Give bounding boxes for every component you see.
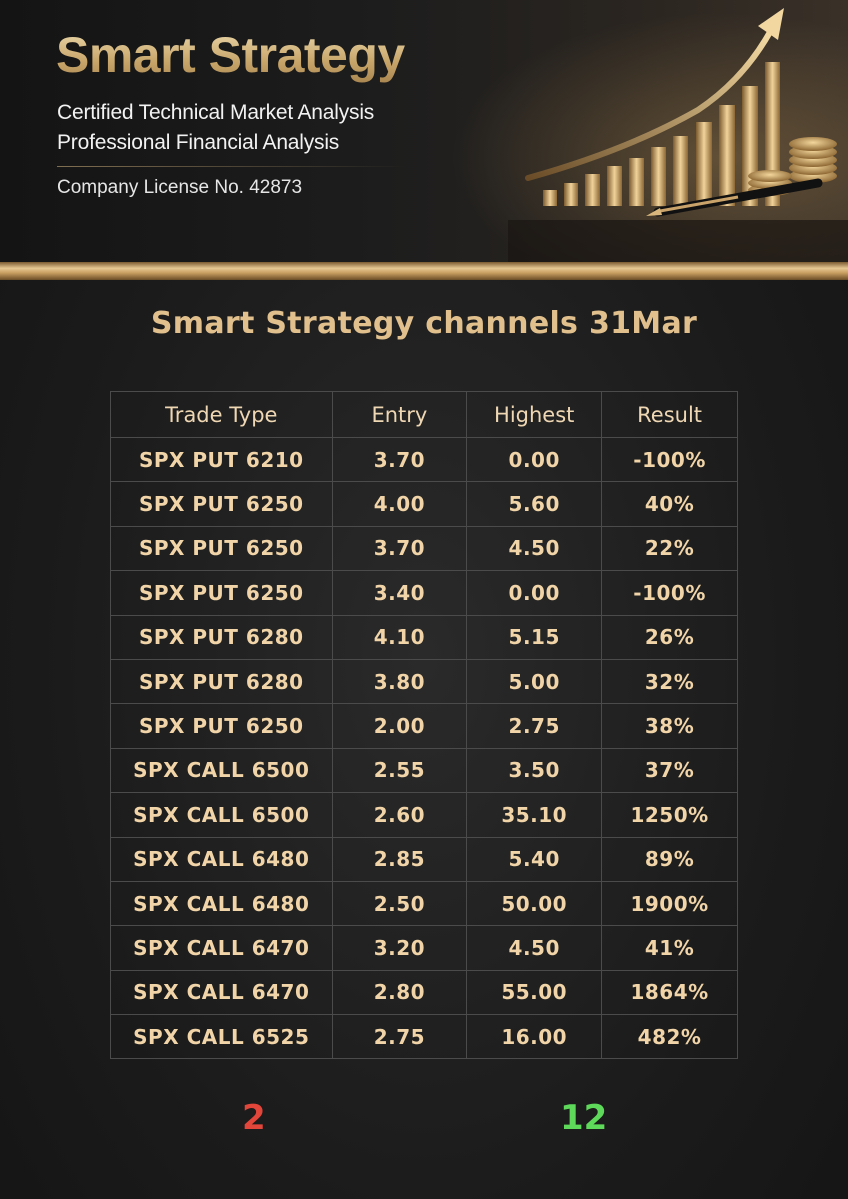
cell-trade-type: SPX CALL 6500 xyxy=(110,792,333,838)
cell-trade-type: SPX PUT 6210 xyxy=(110,436,333,483)
column-header-trade-type: Trade Type xyxy=(110,391,333,438)
cell-result: 1900% xyxy=(601,880,738,927)
cell-trade-type: SPX PUT 6280 xyxy=(110,614,333,660)
cell-highest: 35.10 xyxy=(466,792,603,838)
cell-highest: 0.00 xyxy=(466,570,603,616)
cell-entry: 2.50 xyxy=(331,880,468,927)
table-row: SPX PUT 6250 3.70 4.50 22% xyxy=(110,525,738,572)
cell-result: 32% xyxy=(601,658,738,705)
table-row: SPX CALL 6470 3.20 4.50 41% xyxy=(110,925,738,971)
pen xyxy=(646,178,823,217)
table-row: SPX PUT 6280 3.80 5.00 32% xyxy=(110,658,738,705)
bars-group xyxy=(543,62,780,206)
cell-trade-type: SPX PUT 6250 xyxy=(110,525,333,572)
table-row: SPX PUT 6250 2.00 2.75 38% xyxy=(110,703,738,749)
table-row: SPX PUT 6250 3.40 0.00 -100% xyxy=(110,570,738,616)
column-header-entry: Entry xyxy=(331,391,468,438)
brand-title: Smart Strategy xyxy=(56,27,405,83)
cell-result: 40% xyxy=(601,481,738,527)
cell-trade-type: SPX PUT 6250 xyxy=(110,570,333,616)
cell-entry: 3.70 xyxy=(331,525,468,572)
cell-result: 37% xyxy=(601,747,738,794)
cell-entry: 2.75 xyxy=(331,1014,468,1060)
cell-trade-type: SPX PUT 6250 xyxy=(110,481,333,527)
cell-highest: 5.00 xyxy=(466,658,603,705)
cell-highest: 5.15 xyxy=(466,614,603,660)
cell-entry: 2.85 xyxy=(331,836,468,882)
cell-entry: 3.70 xyxy=(331,436,468,483)
table-row: SPX CALL 6480 2.50 50.00 1900% xyxy=(110,880,738,927)
cell-result: 89% xyxy=(601,836,738,882)
page-heading: Smart Strategy channels 31Mar xyxy=(150,306,698,341)
cell-entry: 4.00 xyxy=(331,481,468,527)
cell-highest: 4.50 xyxy=(466,925,603,971)
table-row: SPX CALL 6500 2.60 35.10 1250% xyxy=(110,792,738,838)
cell-entry: 3.40 xyxy=(331,570,468,616)
cell-result: 1864% xyxy=(601,969,738,1016)
cell-result: 22% xyxy=(601,525,738,572)
table-row: SPX PUT 6250 4.00 5.60 40% xyxy=(110,481,738,527)
table-row: SPX CALL 6470 2.80 55.00 1864% xyxy=(110,969,738,1016)
table-row: SPX PUT 6210 3.70 0.00 -100% xyxy=(110,436,738,483)
table-row: SPX CALL 6480 2.85 5.40 89% xyxy=(110,836,738,882)
cell-entry: 2.55 xyxy=(331,747,468,794)
table-row: SPX CALL 6500 2.55 3.50 37% xyxy=(110,747,738,794)
cell-trade-type: SPX CALL 6480 xyxy=(110,836,333,882)
cell-highest: 55.00 xyxy=(466,969,603,1016)
subtitle-financial-analysis: Professional Financial Analysis xyxy=(57,131,340,154)
cell-trade-type: SPX CALL 6500 xyxy=(110,747,333,794)
column-header-result: Result xyxy=(601,391,738,438)
cell-result: 38% xyxy=(601,703,738,749)
cell-trade-type: SPX CALL 6470 xyxy=(110,969,333,1016)
cell-highest: 5.60 xyxy=(466,481,603,527)
cell-highest: 16.00 xyxy=(466,1014,603,1060)
loss-count: 2 xyxy=(242,1098,266,1138)
cell-trade-type: SPX PUT 6250 xyxy=(110,703,333,749)
cell-result: -100% xyxy=(601,436,738,483)
cell-trade-type: SPX CALL 6470 xyxy=(110,925,333,971)
cell-result: 26% xyxy=(601,614,738,660)
win-count: 12 xyxy=(560,1098,608,1138)
cell-entry: 2.80 xyxy=(331,969,468,1016)
rising-bars-arrow-illustration xyxy=(508,8,848,262)
company-license: Company License No. 42873 xyxy=(57,177,303,198)
cell-highest: 50.00 xyxy=(466,880,603,927)
table-row: SPX CALL 6525 2.75 16.00 482% xyxy=(110,1014,738,1060)
cell-highest: 0.00 xyxy=(466,436,603,483)
trades-table: Trade Type Entry Highest Result SPX PUT … xyxy=(110,391,738,1060)
gold-divider-band xyxy=(0,262,848,280)
cell-entry: 2.00 xyxy=(331,703,468,749)
cell-result: -100% xyxy=(601,570,738,616)
cell-result: 1250% xyxy=(601,792,738,838)
cell-entry: 4.10 xyxy=(331,614,468,660)
subtitle-technical-analysis: Certified Technical Market Analysis xyxy=(57,101,375,124)
cell-entry: 2.60 xyxy=(331,792,468,838)
cell-trade-type: SPX CALL 6480 xyxy=(110,880,333,927)
cell-highest: 3.50 xyxy=(466,747,603,794)
cell-highest: 4.50 xyxy=(466,525,603,572)
cell-trade-type: SPX CALL 6525 xyxy=(110,1014,333,1060)
cell-highest: 2.75 xyxy=(466,703,603,749)
cell-result: 41% xyxy=(601,925,738,971)
table-row: SPX PUT 6280 4.10 5.15 26% xyxy=(110,614,738,660)
cell-highest: 5.40 xyxy=(466,836,603,882)
header-banner: Smart Strategy Certified Technical Marke… xyxy=(0,0,848,262)
cell-entry: 3.20 xyxy=(331,925,468,971)
table-header-row: Trade Type Entry Highest Result xyxy=(110,391,738,438)
cell-result: 482% xyxy=(601,1014,738,1060)
cell-trade-type: SPX PUT 6280 xyxy=(110,658,333,705)
column-header-highest: Highest xyxy=(466,391,603,438)
cell-entry: 3.80 xyxy=(331,658,468,705)
header-divider xyxy=(57,166,407,167)
